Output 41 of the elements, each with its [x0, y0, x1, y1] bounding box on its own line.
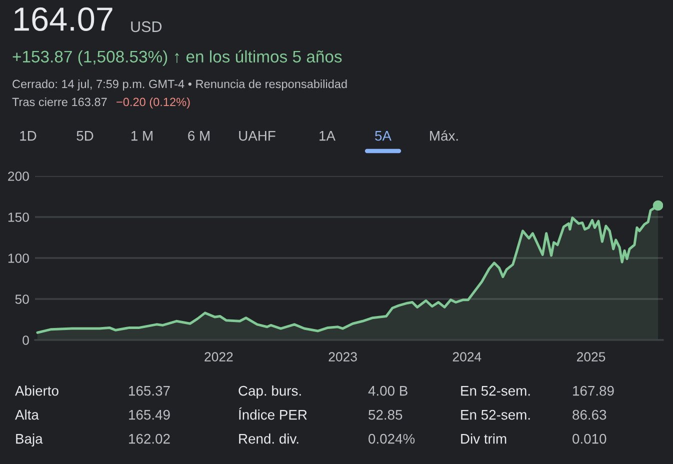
y-tick-label: 150: [8, 212, 29, 222]
text: 86.63: [572, 410, 606, 420]
x-tick-label: 2024: [452, 352, 482, 362]
text: Alta: [15, 410, 39, 420]
text: 4.00 B: [368, 386, 408, 396]
x-tick-label: 2025: [577, 352, 606, 362]
text: En 52-sem.: [461, 410, 530, 420]
text: USD: [131, 21, 162, 32]
text: 6 M: [188, 130, 210, 141]
y-tick-label: 50: [15, 294, 29, 304]
y-tick-label: 200: [8, 172, 29, 181]
text: −0.20 (0.12%): [116, 98, 190, 108]
x-tick-label: 2023: [328, 352, 357, 362]
text: Tras cierre 163.87: [12, 98, 107, 106]
text: Cerrado: 14 jul, 7:59 p.m. GMT-4 • Renuncia de responsabilidad: [12, 80, 347, 91]
text: 5D: [76, 131, 94, 141]
text: Máx.: [430, 130, 458, 141]
text: 162.02: [129, 434, 170, 444]
text: 165.49: [129, 410, 170, 420]
y-tick-label: 0: [22, 336, 29, 345]
chart-title: 164.07: [14, 7, 112, 31]
text: 165.37: [129, 386, 170, 396]
text: UAHF: [239, 131, 276, 141]
text: Div trim: [461, 434, 506, 444]
x-tick-label: 2022: [204, 352, 233, 362]
text: Rend. div.: [239, 434, 298, 444]
text: 5A: [375, 131, 392, 141]
text: Baja: [16, 434, 43, 446]
chart-subtitle: +153.87 (1,508.53%) ↑ en los últimos 5 años: [12, 50, 342, 66]
text: 167.89: [573, 386, 614, 396]
text: 0.024%: [368, 434, 415, 444]
y-tick-label: 100: [8, 254, 29, 263]
text: 1A: [320, 131, 336, 141]
text: 1D: [20, 131, 36, 141]
text: En 52-sem.: [461, 386, 530, 396]
text: Cap. burs.: [238, 386, 301, 398]
text: 1 M: [131, 131, 152, 141]
text: 0.010: [572, 434, 606, 444]
text: Índice PER: [238, 408, 307, 420]
text: Abierto: [15, 386, 58, 396]
text: 52.85: [368, 410, 402, 420]
